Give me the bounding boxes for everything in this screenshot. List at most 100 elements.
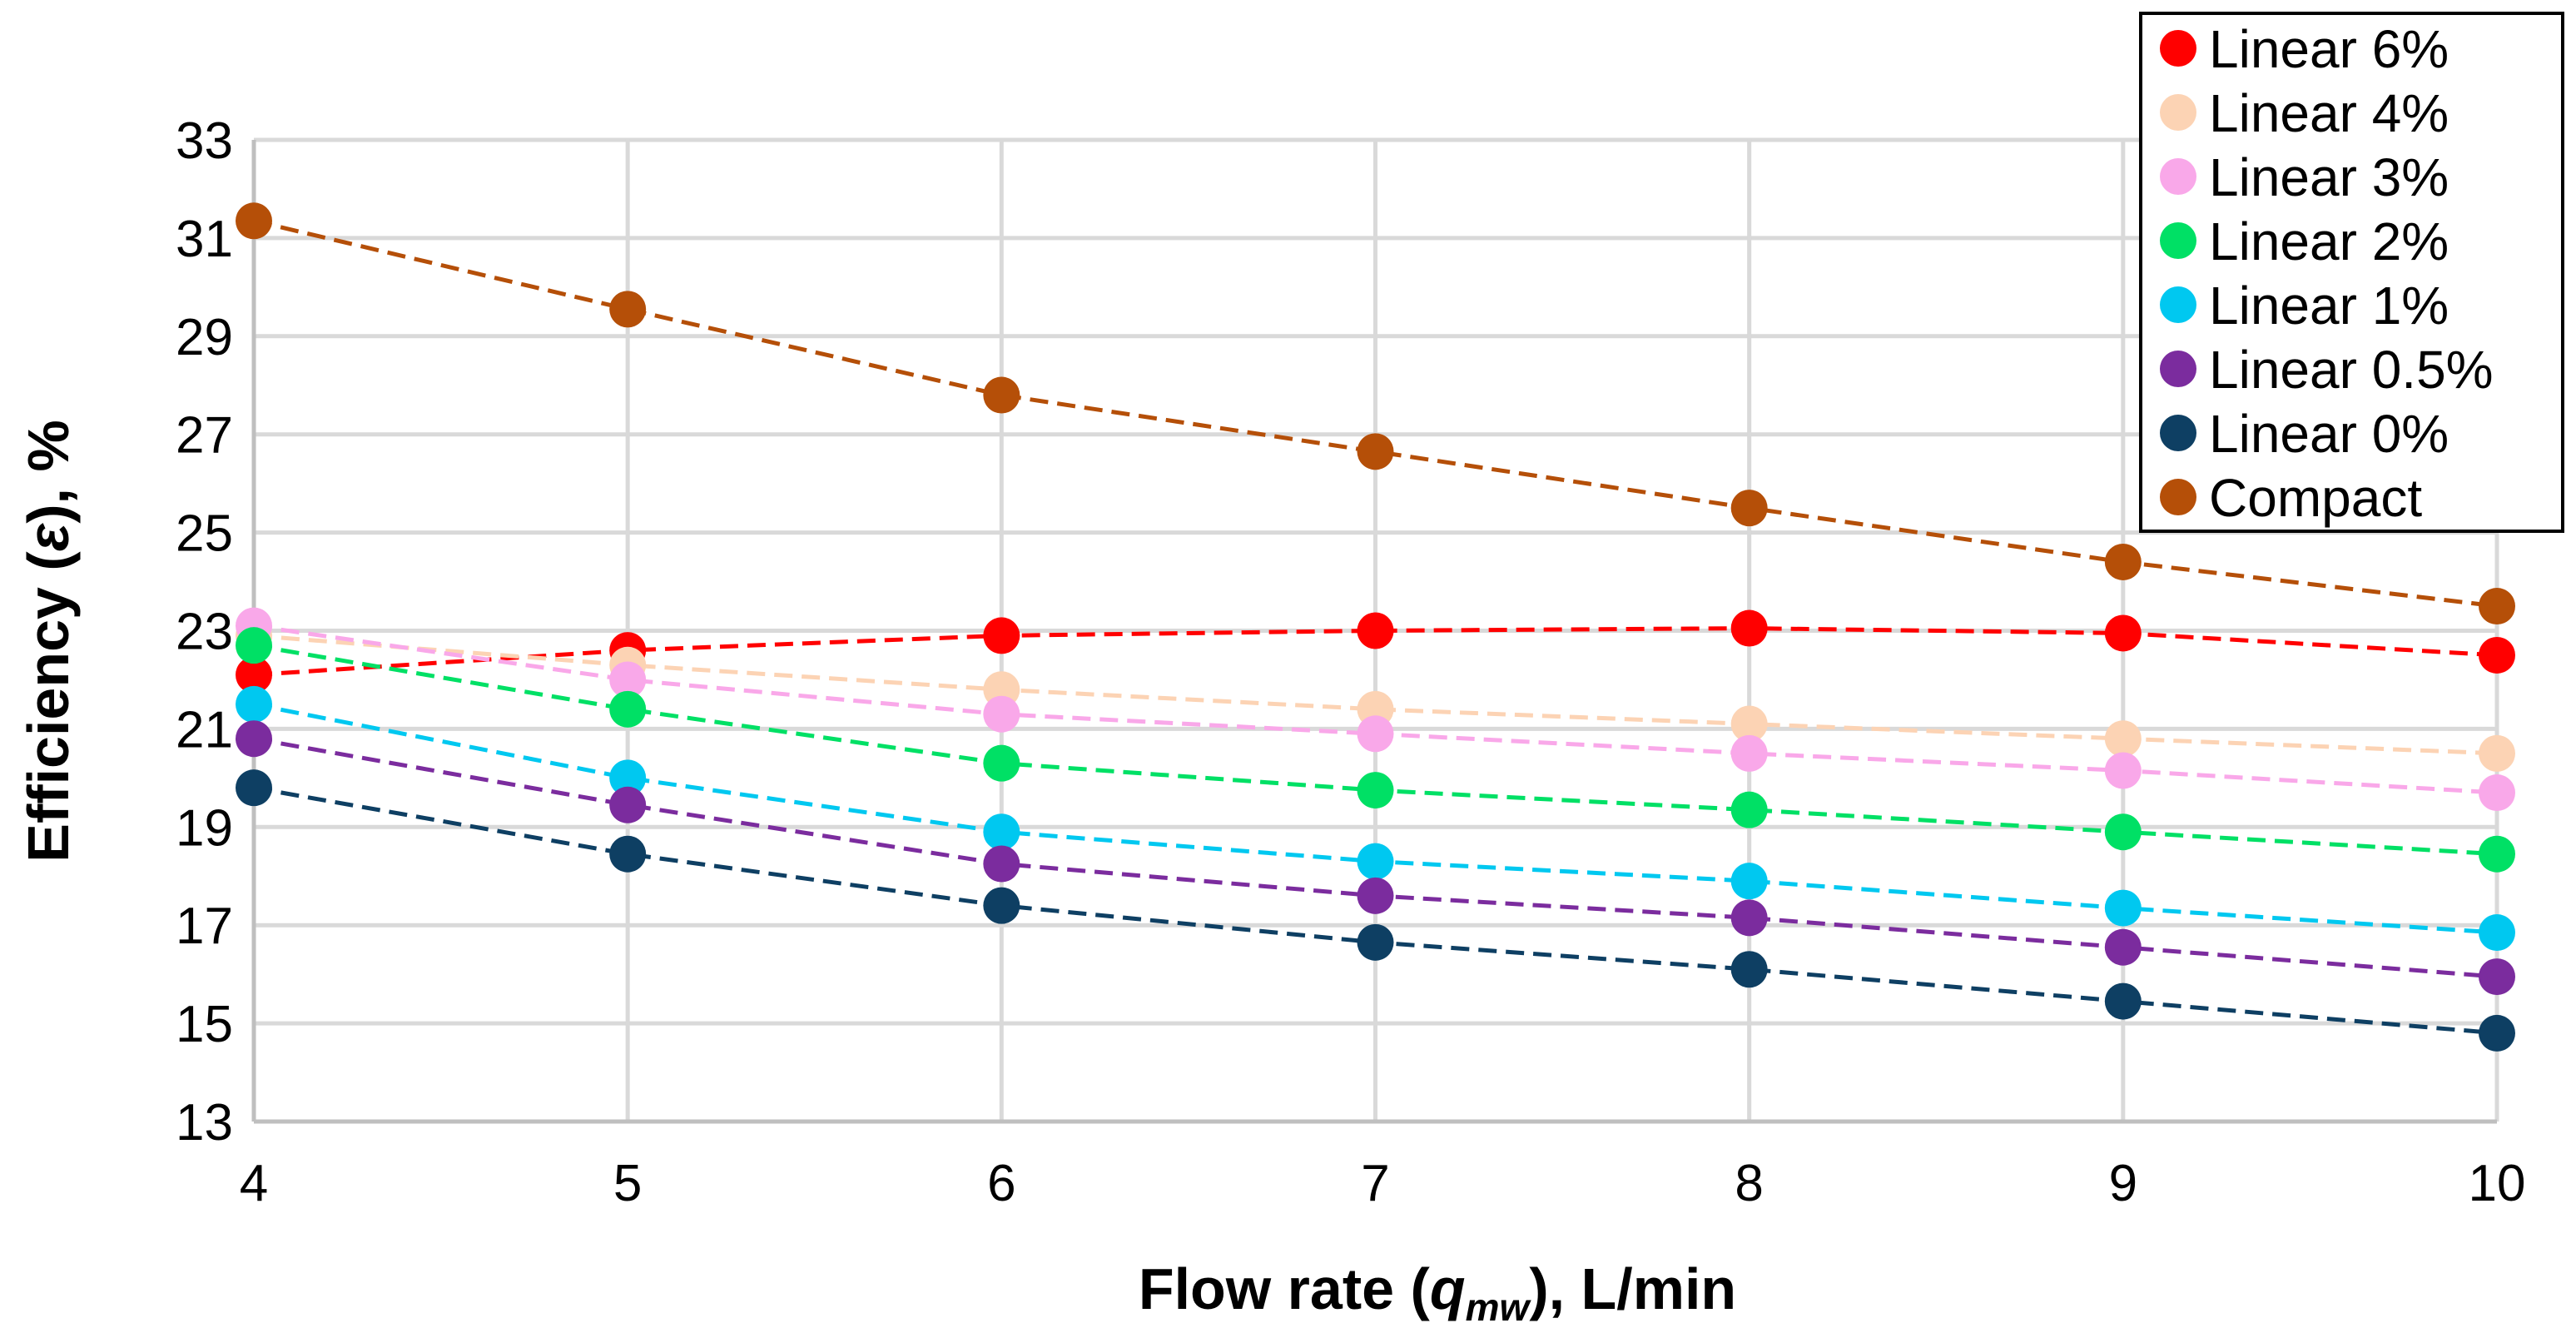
legend-item: Linear 0% — [2160, 404, 2449, 464]
legend-item: Linear 4% — [2160, 83, 2449, 143]
data-point — [2479, 588, 2515, 625]
legend-marker — [2160, 158, 2196, 195]
data-point — [609, 759, 647, 797]
data-point — [1730, 734, 1768, 772]
legend-item: Linear 0.5% — [2160, 340, 2494, 400]
data-point — [2104, 614, 2142, 652]
y-tick-label: 31 — [176, 211, 233, 268]
data-point — [236, 656, 272, 694]
data-point — [2479, 1014, 2515, 1052]
legend-label: Linear 0.5% — [2209, 340, 2494, 400]
y-tick-label: 33 — [176, 112, 233, 170]
y-tick-label: 21 — [176, 701, 233, 759]
x-tick-label: 6 — [987, 1155, 1015, 1212]
x-tick-labels: 4 5 6 7 8 9 10 — [240, 1155, 2526, 1212]
legend-label: Compact — [2209, 468, 2422, 528]
legend-label: Linear 1% — [2209, 276, 2449, 336]
legend-marker — [2160, 94, 2196, 131]
x-tick-label: 10 — [2469, 1155, 2526, 1212]
x-tick-label: 9 — [2109, 1155, 2137, 1212]
x-tick-label: 8 — [1735, 1155, 1763, 1212]
data-point — [983, 617, 1020, 654]
legend-label: Linear 4% — [2209, 83, 2449, 143]
legend-frame — [2139, 12, 2564, 533]
data-point — [609, 786, 647, 823]
data-point — [1730, 899, 1768, 937]
data-point — [1357, 877, 1394, 914]
data-point — [2104, 752, 2142, 789]
data-point — [2479, 774, 2515, 812]
x-axis-title: Flow rate (qmw), L/min — [1139, 1256, 1736, 1329]
data-point — [1730, 705, 1768, 743]
legend-item: Linear 6% — [2160, 19, 2449, 79]
legend-marker — [2160, 286, 2196, 323]
data-point — [609, 835, 647, 873]
y-tick-label: 23 — [176, 604, 233, 661]
data-point — [1357, 772, 1394, 809]
data-point — [2479, 636, 2515, 674]
x-tick-label: 5 — [613, 1155, 642, 1212]
data-point — [1730, 609, 1768, 647]
y-tick-label: 15 — [176, 996, 233, 1053]
y-tick-labels: 13 15 17 19 21 23 25 27 29 31 33 — [176, 112, 233, 1151]
x-tick-label: 4 — [240, 1155, 268, 1212]
data-point — [609, 661, 647, 699]
series-linear-2 — [236, 627, 2515, 873]
data-point — [983, 744, 1020, 782]
legend-item: Compact — [2160, 468, 2422, 528]
y-tick-label: 19 — [176, 799, 233, 857]
legend-marker — [2160, 351, 2196, 387]
data-point — [1357, 715, 1394, 753]
y-tick-label: 25 — [176, 505, 233, 563]
legend-label: Linear 3% — [2209, 147, 2449, 207]
data-point — [983, 376, 1020, 414]
legend-item: Linear 2% — [2160, 211, 2449, 271]
series-linear-1 — [236, 685, 2515, 952]
series-linear-0 — [236, 769, 2515, 1052]
data-point — [2104, 720, 2142, 758]
legend-item: Linear 3% — [2160, 147, 2449, 207]
y-axis-title: Efficiency (ε), % — [16, 420, 81, 862]
data-point — [2104, 928, 2142, 966]
y-tick-label: 29 — [176, 309, 233, 366]
data-point — [1730, 951, 1768, 988]
data-point — [1357, 843, 1394, 880]
data-point — [236, 627, 272, 664]
data-point — [236, 769, 272, 807]
data-point — [2479, 835, 2515, 873]
legend-marker — [2160, 222, 2196, 259]
legend-marker — [2160, 415, 2196, 451]
data-point — [236, 202, 272, 240]
legend-label: Linear 6% — [2209, 19, 2449, 79]
data-point — [236, 685, 272, 723]
data-point — [983, 887, 1020, 924]
legend-marker — [2160, 479, 2196, 515]
x-tick-label: 7 — [1361, 1155, 1389, 1212]
legend-label: Linear 0% — [2209, 404, 2449, 464]
data-point — [1730, 791, 1768, 828]
data-point — [2104, 813, 2142, 851]
data-point — [2479, 914, 2515, 952]
series-linear-0-5 — [236, 720, 2515, 996]
y-tick-label: 17 — [176, 898, 233, 955]
y-tick-label: 27 — [176, 407, 233, 465]
data-point — [2104, 543, 2142, 580]
data-point — [1357, 612, 1394, 649]
data-point — [609, 690, 647, 728]
data-point — [2104, 889, 2142, 927]
legend-marker — [2160, 30, 2196, 67]
legend: Linear 6%Linear 4%Linear 3%Linear 2%Line… — [2139, 12, 2564, 533]
data-point — [983, 813, 1020, 851]
data-point — [1730, 490, 1768, 527]
data-point — [2104, 982, 2142, 1020]
data-point — [1357, 923, 1394, 961]
data-point — [1730, 863, 1768, 900]
data-point — [609, 291, 647, 328]
legend-label: Linear 2% — [2209, 211, 2449, 271]
y-tick-label: 13 — [176, 1094, 233, 1151]
data-point — [2479, 958, 2515, 996]
data-point — [236, 720, 272, 758]
legend-item: Linear 1% — [2160, 276, 2449, 336]
series-compact — [236, 202, 2515, 625]
